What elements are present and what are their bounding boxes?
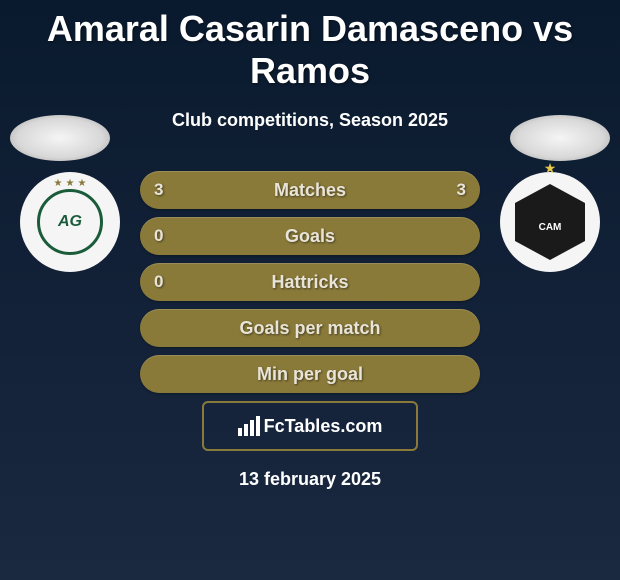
club-crest-1: ★★★ AG <box>37 189 103 255</box>
stats-container: 3 Matches 3 0 Goals 0 Hattricks Goals pe… <box>140 171 480 393</box>
stat-left-value: 3 <box>154 180 174 200</box>
stat-right-value: 3 <box>446 180 466 200</box>
club-badge-right: ★ CAM <box>500 172 600 272</box>
generated-date: 13 february 2025 <box>0 469 620 490</box>
stat-left-value: 0 <box>154 226 174 246</box>
club-2-initials: CAM <box>539 222 562 233</box>
stat-label: Goals per match <box>239 318 380 339</box>
comparison-title: Amaral Casarin Damasceno vs Ramos <box>0 0 620 92</box>
stat-row-matches: 3 Matches 3 <box>140 171 480 209</box>
brand-box: FcTables.com <box>202 401 418 451</box>
player-avatar-right <box>510 115 610 161</box>
stat-label: Hattricks <box>271 272 348 293</box>
stat-label: Min per goal <box>257 364 363 385</box>
stat-row-hattricks: 0 Hattricks <box>140 263 480 301</box>
stat-label: Goals <box>285 226 335 247</box>
player-avatar-left <box>10 115 110 161</box>
star-icon: ★ <box>544 160 557 177</box>
stat-row-gpm: Goals per match <box>140 309 480 347</box>
brand-text: FcTables.com <box>264 416 383 437</box>
club-badge-left: ★★★ AG <box>20 172 120 272</box>
stat-row-mpg: Min per goal <box>140 355 480 393</box>
stars-icon: ★★★ <box>54 178 87 189</box>
stat-left-value: 0 <box>154 272 174 292</box>
stat-label: Matches <box>274 180 346 201</box>
club-1-initials: AG <box>58 213 82 231</box>
stat-row-goals: 0 Goals <box>140 217 480 255</box>
bar-chart-icon <box>238 416 260 436</box>
club-crest-2: CAM <box>515 184 585 260</box>
